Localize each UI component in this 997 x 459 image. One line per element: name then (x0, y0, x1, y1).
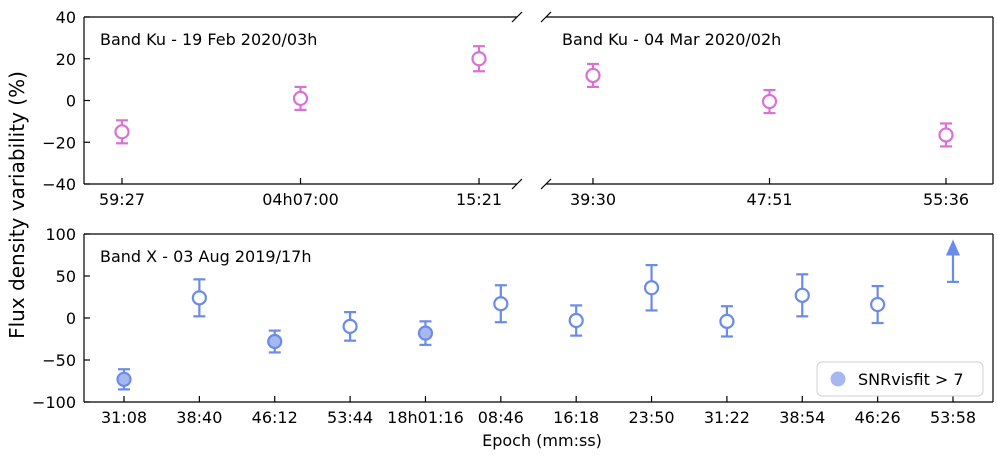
data-point (342, 318, 358, 334)
y-tick-label: −20 (42, 133, 76, 152)
data-point (417, 325, 434, 341)
data-point (719, 313, 735, 329)
y-tick-label: 100 (45, 225, 76, 244)
data-point (761, 93, 778, 110)
chart-panels: −40 −20 0 20 40 59:27 04h07:00 15:21 Band Ku - 1… (32, 8, 994, 427)
data-point (116, 371, 132, 387)
y-tick-label: 0 (66, 309, 76, 328)
y-axis-label: Flux density variability (%) (5, 71, 29, 339)
y-tick-label: −50 (42, 351, 76, 370)
panel-title: Band X - 03 Aug 2019/17h (100, 247, 311, 266)
data-point (585, 67, 601, 84)
legend-frame (816, 361, 984, 397)
x-tick-label: 53:44 (327, 408, 373, 427)
x-tick-label: 15:21 (456, 190, 502, 209)
data-point (643, 280, 660, 296)
y-tick-label: 40 (56, 8, 76, 27)
x-tick-label: 16:18 (553, 408, 599, 427)
data-point (493, 296, 509, 312)
x-tick-label: 47:51 (746, 190, 792, 209)
panel-ku-left: −40 −20 0 20 40 59:27 04h07:00 15:21 Band Ku - 1… (42, 8, 523, 209)
panel-title: Band Ku - 19 Feb 2020/03h (100, 30, 317, 49)
data-point (114, 124, 130, 140)
x-tick-label: 38:54 (779, 408, 825, 427)
x-tick-label: 38:40 (176, 408, 222, 427)
data-point (267, 333, 283, 350)
x-tick-label: 08:46 (478, 408, 524, 427)
panel-title: Band Ku - 04 Mar 2020/02h (562, 30, 781, 49)
data-point (794, 287, 810, 303)
data-point (471, 51, 487, 67)
x-tick-label: 59:27 (99, 190, 145, 209)
limit-arrow-head (946, 239, 960, 256)
legend-marker (830, 371, 846, 387)
axis-break-mark (511, 178, 523, 190)
panel-ku-right: 39:30 47:51 55:36 Band Ku - 04 Mar 2020/02h (540, 11, 994, 209)
data-point (938, 127, 954, 143)
panel-x-bottom: −100 −50 0 50 100 31:08 38:40 46:12 53:44 18h01:1… (32, 225, 994, 427)
axis-break-mark (511, 11, 523, 23)
y-tick-label: −40 (42, 175, 76, 194)
x-tick-label: 31:08 (101, 408, 147, 427)
y-tick-label: 0 (66, 92, 76, 111)
x-tick-label: 55:36 (923, 190, 969, 209)
y-tick-label: −100 (32, 393, 76, 412)
x-axis-label: Epoch (mm:ss) (482, 431, 602, 450)
legend-label: SNRvisfit > 7 (858, 370, 964, 389)
y-tick-label: 50 (56, 267, 76, 286)
x-tick-label: 39:30 (570, 190, 616, 209)
x-tick-label: 46:26 (855, 408, 901, 427)
data-point (191, 290, 207, 306)
data-point (292, 90, 309, 107)
data-point (568, 312, 584, 329)
axis-break-mark (540, 11, 552, 23)
x-tick-label: 46:12 (252, 408, 298, 427)
x-tick-label: 31:22 (704, 408, 750, 427)
data-point (870, 296, 886, 313)
x-tick-label: 53:58 (930, 408, 976, 427)
x-tick-label: 04h07:00 (262, 190, 339, 209)
x-tick-label: 23:50 (628, 408, 674, 427)
y-tick-label: 20 (56, 50, 76, 69)
axis-break-mark (540, 178, 552, 190)
x-tick-label: 18h01:16 (387, 408, 464, 427)
legend: SNRvisfit > 7 (816, 361, 984, 397)
